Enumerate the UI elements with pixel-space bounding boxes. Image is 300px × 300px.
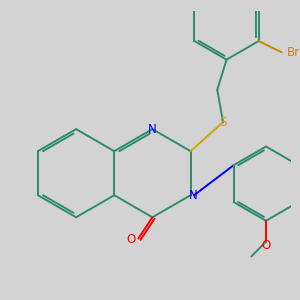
Text: Br: Br	[287, 46, 300, 59]
Text: O: O	[127, 233, 136, 246]
Text: S: S	[219, 116, 227, 129]
Text: N: N	[148, 123, 157, 136]
Text: N: N	[188, 189, 197, 202]
Text: O: O	[261, 238, 271, 252]
